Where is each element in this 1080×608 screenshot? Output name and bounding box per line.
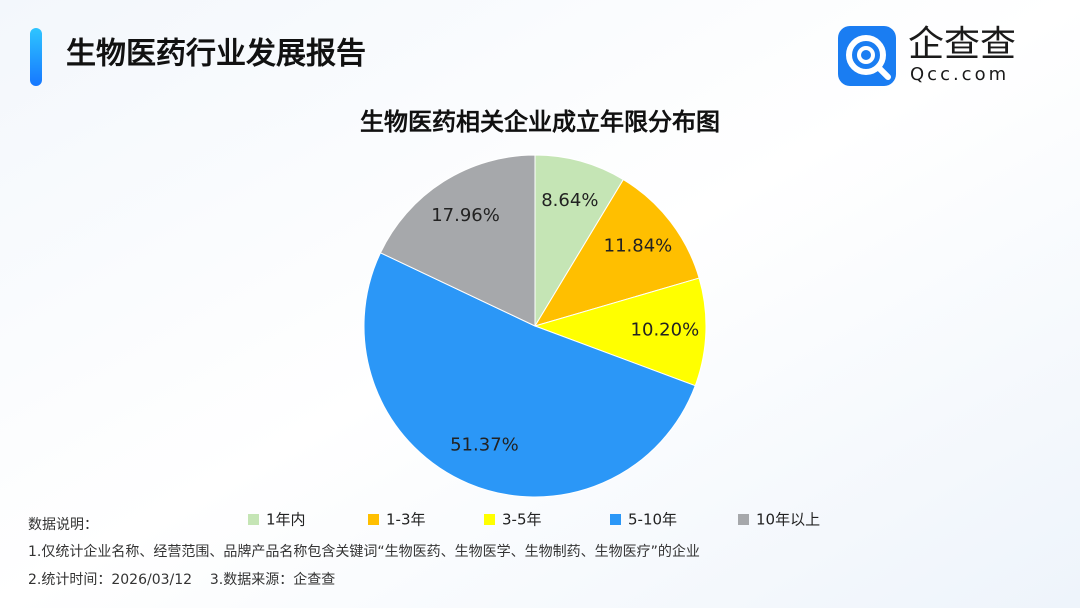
data-label: 8.64%	[541, 190, 598, 211]
legend-swatch	[368, 514, 379, 525]
legend-label: 10年以上	[756, 511, 820, 529]
legend: 1年内 1-3年 3-5年 5-10年 10年以上	[248, 511, 820, 529]
pie: 8.64% 11.84% 10.20% 51.37% 17.96%	[363, 154, 707, 498]
legend-label: 3-5年	[502, 511, 542, 529]
legend-swatch	[248, 514, 259, 525]
logo-inner	[857, 46, 875, 64]
pie-slice	[534, 154, 625, 328]
legend-label: 1-3年	[386, 511, 426, 529]
legend-swatch	[610, 514, 621, 525]
legend-label: 1年内	[266, 511, 306, 529]
data-label: 51.37%	[450, 435, 519, 456]
pie-slice	[533, 178, 700, 327]
logo-ring	[846, 35, 886, 75]
note: 2.统计时间：2026/03/12 3.数据来源：企查查	[28, 571, 335, 588]
data-label: 17.96%	[431, 205, 500, 226]
report-title: 生物医药行业发展报告	[66, 37, 366, 72]
note: 1.仅统计企业名称、经营范围、品牌产品名称包含关键词“生物医药、生物医学、生物制…	[28, 543, 700, 560]
title-accent	[30, 28, 42, 86]
data-label: 10.20%	[631, 320, 700, 341]
chart-title: 生物医药相关企业成立年限分布图	[360, 108, 720, 136]
logo-name: 企查查	[908, 24, 1016, 65]
data-label: 11.84%	[604, 236, 673, 257]
pie-slice	[379, 154, 536, 327]
logo-tail	[875, 64, 891, 80]
note: 数据说明：	[28, 517, 98, 533]
pie-slice	[533, 277, 707, 387]
legend-swatch	[738, 514, 749, 525]
pie-slice	[363, 252, 696, 498]
legend-label: 5-10年	[628, 511, 677, 529]
logo-domain: Qcc.com	[910, 64, 1009, 85]
legend-swatch	[484, 514, 495, 525]
